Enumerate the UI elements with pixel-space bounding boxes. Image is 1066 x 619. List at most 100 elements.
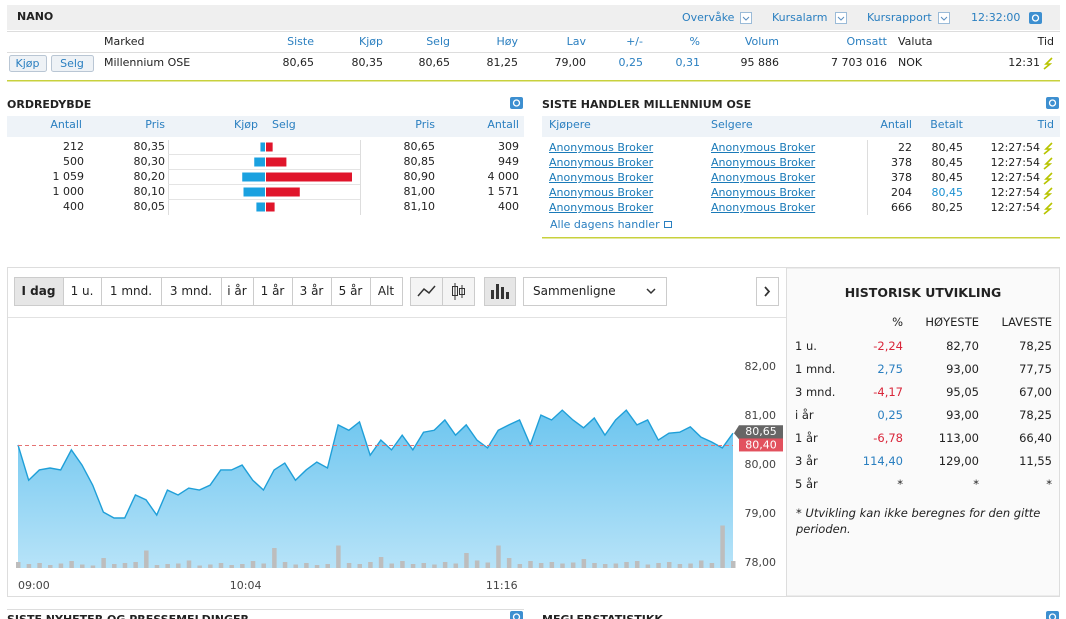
volume-bar (389, 563, 395, 568)
broker-link[interactable]: Anonymous Broker (549, 171, 654, 184)
period-button[interactable] (331, 277, 371, 306)
period-label[interactable]: 3 mnd. (169, 284, 213, 298)
volume-bar (442, 562, 448, 568)
last-price-box (734, 425, 783, 440)
broker-link[interactable]: Anonymous Broker (711, 171, 816, 184)
volume-bar (570, 562, 576, 568)
volume-bar (197, 565, 202, 568)
period-button[interactable] (14, 277, 64, 306)
instrument-title: NANO (17, 10, 54, 23)
volume-bar (122, 563, 128, 568)
broker-link[interactable]: Anonymous Broker (549, 186, 654, 199)
volume-bar (186, 560, 192, 568)
column-header: Valuta (898, 35, 933, 48)
quote-cell: 0,25 (618, 56, 644, 69)
dropdown-box (938, 12, 950, 24)
history-cell: 113,00 (938, 431, 979, 445)
refresh-icon (510, 611, 523, 619)
volume-bar (634, 561, 640, 568)
trade-button-label[interactable]: Selg (60, 57, 84, 70)
trade-cell: 80,45 (931, 156, 964, 169)
period-label[interactable]: 1 år (260, 284, 285, 298)
period-button[interactable] (292, 277, 332, 306)
refresh-icon (1046, 611, 1059, 619)
column-header: Kjøpere (549, 118, 591, 131)
volume-bar (485, 562, 491, 568)
next-button[interactable] (756, 277, 779, 306)
column-header: Siste (287, 35, 314, 48)
volume-bar (538, 563, 544, 568)
volume-bar (581, 559, 587, 568)
broker-link[interactable]: Anonymous Broker (549, 201, 654, 214)
buy-qty: 400 (63, 200, 84, 213)
dropdown-box (835, 12, 847, 24)
period-label[interactable]: 3 år (299, 284, 324, 298)
broker-link[interactable]: Anonymous Broker (549, 141, 654, 154)
volume-bar (549, 562, 555, 568)
period-button[interactable] (221, 277, 254, 306)
buy-price: 80,05 (133, 200, 166, 213)
trade-button-label[interactable]: Kjøp (15, 57, 40, 70)
broker-link[interactable]: Anonymous Broker (711, 201, 816, 214)
broker-link[interactable]: Anonymous Broker (711, 186, 816, 199)
quote-cell: 12:31 (1008, 56, 1040, 69)
header-link[interactable]: Kursalarm (772, 11, 828, 24)
buy-bar (260, 142, 265, 152)
volume-bar (645, 564, 651, 568)
volume-bar (293, 564, 298, 568)
accent-line (7, 80, 1060, 82)
sell-bar (266, 172, 352, 182)
broker-link[interactable]: Anonymous Broker (711, 156, 816, 169)
volume-bar (410, 564, 416, 568)
period-button[interactable] (63, 277, 102, 306)
column-header: Selg (426, 35, 450, 48)
column-header: +/- (626, 35, 643, 48)
buy-bar (254, 157, 265, 167)
buy-qty: 1 059 (52, 170, 85, 183)
header-link[interactable]: Overvåke (682, 11, 735, 24)
period-label[interactable]: 1 mnd. (109, 284, 153, 298)
period: 1 mnd. (795, 362, 836, 376)
y-tick-label: 81,00 (745, 409, 777, 422)
trade-cell: 80,45 (931, 141, 964, 154)
history-cell: * (973, 477, 979, 491)
reference-label: 80,40 (745, 438, 777, 451)
volume-bar (592, 563, 597, 568)
volume-bar (517, 564, 523, 568)
compare-label[interactable]: Sammenligne (533, 284, 616, 298)
volume-bar (421, 563, 427, 568)
history-cell: 93,00 (946, 362, 979, 376)
trade-button[interactable] (9, 55, 47, 72)
volume-bar (474, 560, 480, 568)
compare-select[interactable] (523, 277, 667, 306)
column-header: Betalt (930, 118, 963, 131)
period-label[interactable]: 1 u. (70, 284, 94, 298)
header-link[interactable]: Kursrapport (867, 11, 932, 24)
sell-bar (266, 142, 273, 152)
period-button[interactable] (161, 277, 222, 306)
volume-bar (80, 564, 85, 568)
broker-link[interactable]: Anonymous Broker (549, 156, 654, 169)
broker-link[interactable]: Anonymous Broker (711, 141, 816, 154)
quote-cell: 79,00 (554, 56, 587, 69)
dropdown-arrow (646, 288, 656, 295)
all-trades-link[interactable]: Alle dagens handler (550, 218, 660, 231)
y-tick-label: 82,00 (745, 360, 777, 373)
column-header: Marked (104, 35, 145, 48)
period-label[interactable]: i år (227, 284, 247, 298)
column-header: % (892, 315, 903, 329)
volume-bar (400, 561, 405, 568)
volume-bar (176, 563, 181, 568)
column-header: Lav (566, 35, 586, 48)
period-button[interactable] (370, 277, 403, 306)
volume-button[interactable] (484, 277, 516, 306)
period-label[interactable]: I dag (21, 284, 56, 298)
history-cell: 95,05 (946, 385, 979, 399)
volume-bar (464, 553, 469, 568)
volume-bar (677, 564, 683, 568)
period-label[interactable]: 5 år (338, 284, 363, 298)
trend-icon (1043, 57, 1053, 70)
period-label[interactable]: Alt (377, 284, 395, 298)
trade-button[interactable] (51, 55, 94, 72)
